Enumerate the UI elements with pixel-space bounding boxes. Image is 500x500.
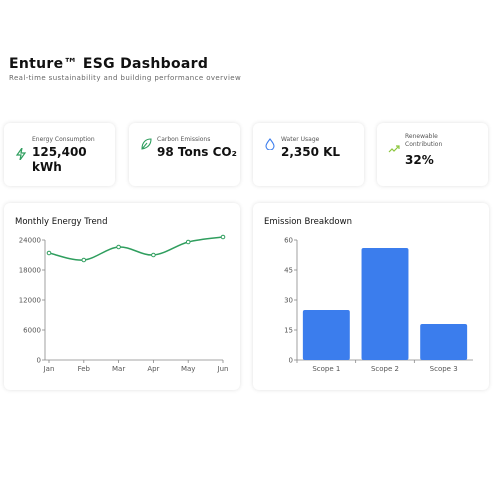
kpi-value: 32% (405, 153, 434, 167)
point (151, 252, 156, 258)
x-tick-label: Scope 1 (312, 365, 340, 373)
x-tick-label: Scope 2 (371, 365, 399, 373)
kpi-value: 98 Tons CO₂ (157, 145, 237, 159)
kpi-card: Energy Consumption 125,400 kWh (4, 123, 115, 186)
chart-title: Monthly Energy Trend (15, 217, 107, 227)
kpi-label: Carbon Emissions (157, 136, 211, 143)
point (220, 234, 226, 240)
kpi-card: Renewable Contribution 32% (377, 123, 488, 186)
y-tick-label: 12000 (19, 297, 41, 305)
y-tick-label: 6000 (23, 327, 41, 335)
x-tick-label: Jun (217, 365, 229, 373)
chart-title: Emission Breakdown (264, 217, 352, 227)
kpi-label: Renewable Contribution (405, 133, 443, 148)
x-tick-label: Mar (112, 365, 125, 373)
kpi-card: Carbon Emissions 98 Tons CO₂ (129, 123, 240, 186)
bar (361, 248, 409, 360)
x-tick-label: Scope 3 (430, 365, 458, 373)
y-tick-label: 0 (37, 357, 41, 365)
bar (420, 324, 468, 360)
line-series (48, 236, 224, 261)
page-subtitle: Real-time sustainability and building pe… (9, 74, 242, 82)
line-chart: Monthly Energy Trend 0 6000 12000 18000 24000… (15, 217, 229, 373)
point (81, 257, 87, 263)
y-tick-label: 18000 (19, 267, 41, 275)
page-title: Enture™ ESG Dashboard (9, 56, 209, 72)
y-tick-label: 30 (284, 297, 293, 305)
point (185, 239, 191, 245)
bar (302, 310, 350, 360)
chart-card: Emission Breakdown 0 15 30 45 60 Scope 1 Scope … (253, 203, 489, 390)
y-tick-label: 45 (284, 267, 293, 275)
point (46, 250, 52, 256)
x-tick-label: Jan (43, 365, 55, 373)
kpi-card: Water Usage 2,350 KL (253, 123, 364, 186)
bar-chart: Emission Breakdown 0 15 30 45 60 Scope 1 Scope … (264, 217, 473, 373)
point (116, 244, 121, 250)
y-tick-label: 60 (284, 237, 293, 245)
kpi-label: Water Usage (281, 136, 320, 143)
leaf-icon (141, 138, 152, 150)
kpi-label: Energy Consumption (32, 136, 95, 143)
kpi-value: 2,350 KL (281, 145, 341, 159)
x-tick-label: May (181, 365, 195, 373)
y-tick-label: 24000 (19, 237, 41, 245)
energy-icon (15, 148, 27, 160)
chart-card: Monthly Energy Trend 0 6000 12000 18000 24000… (4, 203, 240, 390)
trend-icon (388, 145, 400, 153)
x-tick-label: Feb (78, 365, 91, 373)
y-tick-label: 15 (284, 327, 293, 335)
y-tick-label: 0 (289, 357, 293, 365)
drop-icon (265, 138, 275, 150)
x-tick-label: Apr (147, 365, 159, 373)
kpi-value: 125,400 kWh (32, 145, 87, 174)
